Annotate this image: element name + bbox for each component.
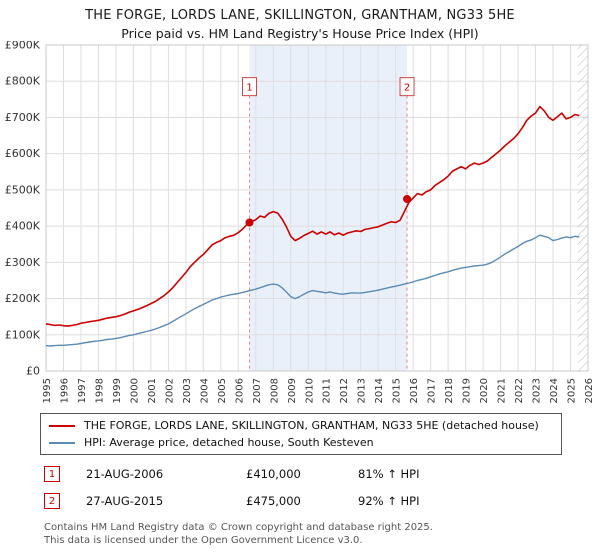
x-axis-label: 2009 (287, 378, 298, 403)
x-axis-label: 2026 (584, 378, 595, 403)
no-data-hatch-region (577, 45, 588, 371)
y-axis-label: £0 (26, 365, 40, 378)
blue-line-swatch-icon (49, 441, 75, 444)
x-axis-label: 1998 (94, 378, 105, 403)
transaction-row-2: 2 27-AUG-2015 £475,000 92% ↑ HPI (44, 493, 600, 509)
y-axis-label: £200K (5, 292, 41, 305)
x-axis-label: 2006 (234, 378, 245, 403)
x-axis-label: 2004 (199, 378, 210, 403)
x-axis-label: 1996 (59, 378, 70, 403)
transaction-1-price: £410,000 (246, 467, 301, 481)
x-axis-label: 2022 (514, 378, 525, 403)
transaction-1-marker: 1 (44, 466, 60, 482)
y-axis-label: £400K (5, 220, 41, 233)
x-axis-label: 2025 (567, 378, 578, 403)
x-axis-label: 2008 (269, 378, 280, 403)
transaction-2-marker: 2 (44, 493, 60, 509)
x-axis-label: 2015 (392, 378, 403, 403)
series-line-price-paid (45, 105, 580, 327)
footer-line-1: Contains HM Land Registry data © Crown c… (44, 522, 433, 533)
sale-2-flag (399, 77, 415, 97)
y-axis-label: £300K (5, 256, 41, 269)
transaction-2-date: 27-AUG-2015 (86, 494, 164, 508)
x-axis-label: 2023 (532, 378, 543, 403)
x-axis-label: 2007 (252, 378, 263, 403)
red-line-swatch-icon (49, 424, 75, 427)
x-axis-label: 2002 (164, 378, 175, 403)
x-axis-label: 2011 (322, 378, 333, 403)
ownership-period-band (249, 45, 408, 371)
legend-item-hpi: HPI: Average price, detached house, Sout… (49, 434, 553, 451)
y-axis-label: £100K (5, 328, 41, 341)
price-chart: 1 2 £0 £100K £200K £300K £400K £500K £600K £700K £… (5, 41, 595, 403)
transaction-2-price: £475,000 (246, 494, 301, 508)
x-axis-label: 2016 (409, 378, 420, 403)
x-axis-label: 2017 (427, 378, 438, 403)
y-axis-label: £500K (5, 183, 41, 196)
x-axis-label: 2010 (304, 378, 315, 403)
x-axis-label: 2019 (462, 378, 473, 403)
x-axis-label: 2014 (374, 378, 385, 403)
x-axis-label: 2001 (147, 378, 158, 403)
transaction-1-date: 21-AUG-2006 (86, 467, 164, 481)
sale-1-flag (242, 77, 258, 97)
x-axis-label: 1995 (42, 378, 53, 403)
transaction-row-1: 1 21-AUG-2006 £410,000 81% ↑ HPI (44, 466, 600, 482)
x-axis-label: 2021 (497, 378, 508, 403)
x-axis-label: 2000 (129, 378, 140, 403)
chart-legend: THE FORGE, LORDS LANE, SKILLINGTON, GRAN… (40, 413, 562, 455)
y-axis-label: £600K (5, 147, 41, 160)
y-axis-label: £700K (5, 111, 41, 124)
transaction-2-hpi-change: 92% ↑ HPI (358, 494, 420, 508)
x-axis-label: 2013 (357, 378, 368, 403)
sale-1-flag-label: 1 (246, 83, 252, 94)
x-axis-label: 2003 (182, 378, 193, 403)
legend-label-price-paid: THE FORGE, LORDS LANE, SKILLINGTON, GRAN… (84, 419, 539, 432)
y-axis-label: £900K (5, 41, 41, 52)
footer-line-2: This data is licensed under the Open Gov… (44, 535, 363, 546)
legend-label-hpi: HPI: Average price, detached house, Sout… (84, 436, 374, 449)
sale-2-point (403, 194, 412, 203)
plot-border (45, 44, 589, 372)
chart-subtitle: Price paid vs. HM Land Registry's House … (121, 26, 479, 41)
license-note: Contains HM Land Registry data © Crown c… (44, 521, 600, 547)
sale-2-flag-label: 2 (404, 83, 410, 94)
x-axis-label: 1999 (112, 378, 123, 403)
x-axis-label: 2012 (339, 378, 350, 403)
x-axis-label: 2005 (217, 378, 228, 403)
transaction-1-hpi-change: 81% ↑ HPI (358, 467, 420, 481)
y-axis-label: £800K (5, 75, 41, 88)
x-axis-label: 2024 (549, 378, 560, 403)
series-line-hpi (45, 234, 580, 347)
sale-1-point (245, 218, 254, 227)
chart-title: THE FORGE, LORDS LANE, SKILLINGTON, GRAN… (85, 8, 515, 23)
x-axis-label: 2020 (479, 378, 490, 403)
x-axis-label: 1997 (77, 378, 88, 403)
x-axis-label: 2018 (444, 378, 455, 403)
legend-item-price-paid: THE FORGE, LORDS LANE, SKILLINGTON, GRAN… (49, 417, 553, 434)
